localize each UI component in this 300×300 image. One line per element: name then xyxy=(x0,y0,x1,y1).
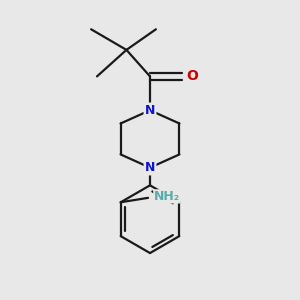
Text: O: O xyxy=(186,69,198,83)
Text: N: N xyxy=(145,104,155,117)
Text: NH₂: NH₂ xyxy=(154,190,180,203)
Text: N: N xyxy=(145,161,155,174)
